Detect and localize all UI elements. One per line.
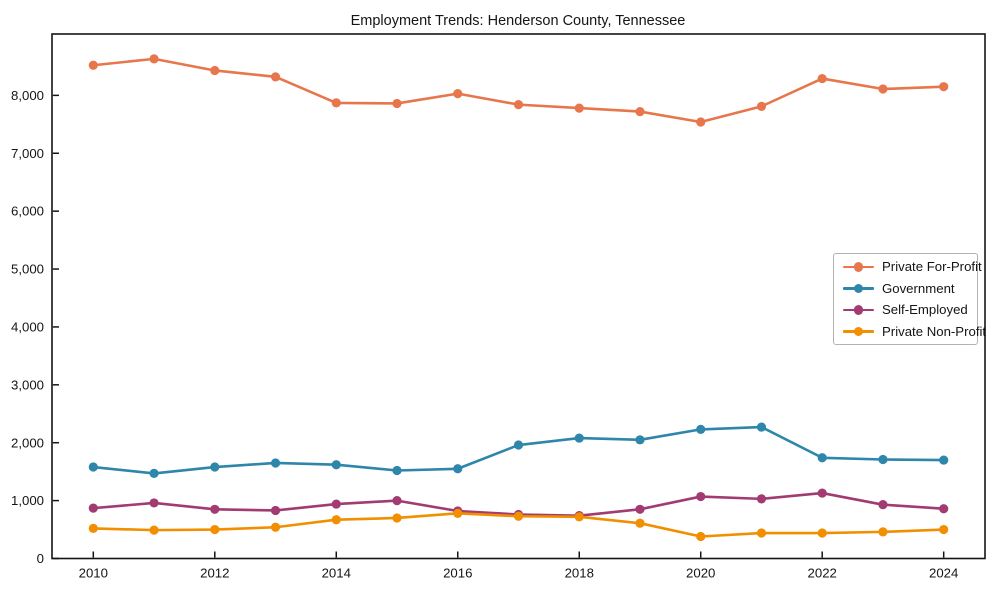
data-point-private-for-profit (331, 98, 341, 108)
data-point-private-non-profit (696, 531, 706, 542)
data-point-self-employed (635, 504, 645, 514)
data-point-private-for-profit (513, 100, 524, 110)
data-point-private-non-profit (270, 522, 281, 532)
legend-label: Government (882, 280, 955, 296)
y-tick-label: 2,000 (11, 435, 44, 450)
data-point-self-employed (210, 504, 220, 514)
data-point-private-for-profit (392, 98, 402, 109)
x-tick-label: 2014 (322, 566, 351, 581)
data-point-government (939, 455, 949, 465)
data-point-government (392, 465, 402, 476)
data-point-self-employed (331, 499, 341, 509)
data-point-private-for-profit (149, 54, 159, 64)
legend-marker-government (843, 283, 874, 293)
y-tick-label: 7,000 (11, 146, 44, 161)
data-point-self-employed (149, 498, 159, 508)
x-tick-label: 2016 (443, 566, 472, 581)
legend-item-private-non-profit: Private Non-Profit (843, 321, 986, 343)
x-tick-label: 2018 (565, 566, 594, 581)
data-point-private-for-profit (696, 117, 706, 127)
data-point-government (635, 435, 645, 445)
data-point-self-employed (270, 505, 281, 516)
data-point-private-non-profit (210, 524, 220, 535)
data-point-self-employed (817, 488, 827, 498)
series-line-private-for-profit (92, 57, 945, 124)
legend-marker-private-non-profit (843, 326, 874, 336)
data-point-private-non-profit (817, 528, 827, 538)
x-tick-label: 2024 (929, 566, 958, 581)
data-point-private-non-profit (939, 524, 949, 535)
y-tick-label: 8,000 (11, 88, 44, 103)
data-point-private-for-profit (635, 106, 645, 117)
data-point-government (331, 460, 341, 470)
data-point-private-for-profit (574, 103, 584, 113)
legend-item-private-for-profit: Private For-Profit (843, 256, 982, 278)
data-point-government (756, 422, 767, 432)
data-point-self-employed (939, 504, 949, 514)
y-tick-label: 4,000 (11, 320, 44, 335)
legend-label: Private For-Profit (882, 259, 982, 275)
data-point-private-for-profit (878, 84, 888, 94)
legend-marker-self-employed (843, 305, 874, 315)
data-point-government (574, 433, 584, 443)
chart-title: Employment Trends: Henderson County, Ten… (351, 13, 686, 29)
data-point-private-for-profit (817, 73, 827, 84)
data-point-government (88, 462, 98, 472)
x-tick-label: 2020 (686, 566, 715, 581)
chart-legend: Private For-Profit Government Self-Employe… (833, 253, 986, 345)
x-tick-label: 2022 (808, 566, 837, 581)
data-point-private-non-profit (878, 527, 888, 537)
data-point-government (513, 440, 524, 450)
legend-item-self-employed: Self-Employed (843, 299, 977, 321)
data-point-self-employed (878, 500, 888, 510)
legend-label: Private Non-Profit (882, 323, 987, 339)
y-tick-label: 6,000 (11, 204, 44, 219)
data-point-government (149, 468, 159, 478)
data-point-private-non-profit (331, 515, 341, 525)
data-point-private-non-profit (513, 511, 524, 521)
data-point-private-for-profit (88, 60, 98, 70)
data-point-private-for-profit (270, 72, 281, 82)
data-point-private-for-profit (939, 82, 949, 92)
data-point-private-for-profit (210, 65, 220, 76)
data-point-government (453, 464, 463, 474)
y-tick-label: 1,000 (11, 493, 44, 508)
x-tick-label: 2010 (79, 566, 108, 581)
data-point-government (210, 462, 220, 472)
data-point-private-non-profit (88, 523, 98, 533)
data-point-self-employed (392, 496, 402, 506)
y-tick-label: 3,000 (11, 377, 44, 392)
data-point-government (270, 458, 281, 468)
legend-label: Self-Employed (882, 302, 968, 318)
data-point-private-non-profit (574, 512, 584, 522)
y-tick-label: 5,000 (11, 262, 44, 277)
data-point-private-non-profit (756, 528, 767, 538)
data-point-self-employed (88, 503, 98, 513)
data-point-private-non-profit (392, 513, 402, 523)
data-point-government (817, 453, 827, 463)
y-tick-label: 0 (37, 551, 44, 566)
data-point-private-non-profit (453, 508, 463, 518)
data-point-government (696, 424, 706, 435)
legend-item-government: Government (843, 278, 977, 300)
data-point-private-for-profit (756, 101, 767, 111)
data-point-private-non-profit (635, 518, 645, 528)
data-point-self-employed (696, 491, 706, 502)
plot-border (51, 33, 986, 560)
series-line-government (92, 425, 945, 475)
x-tick-label: 2012 (200, 566, 229, 581)
legend-marker-private-for-profit (843, 262, 874, 272)
data-point-government (878, 454, 888, 465)
data-point-private-non-profit (149, 525, 159, 535)
data-point-private-for-profit (453, 89, 463, 99)
data-point-self-employed (756, 494, 767, 504)
